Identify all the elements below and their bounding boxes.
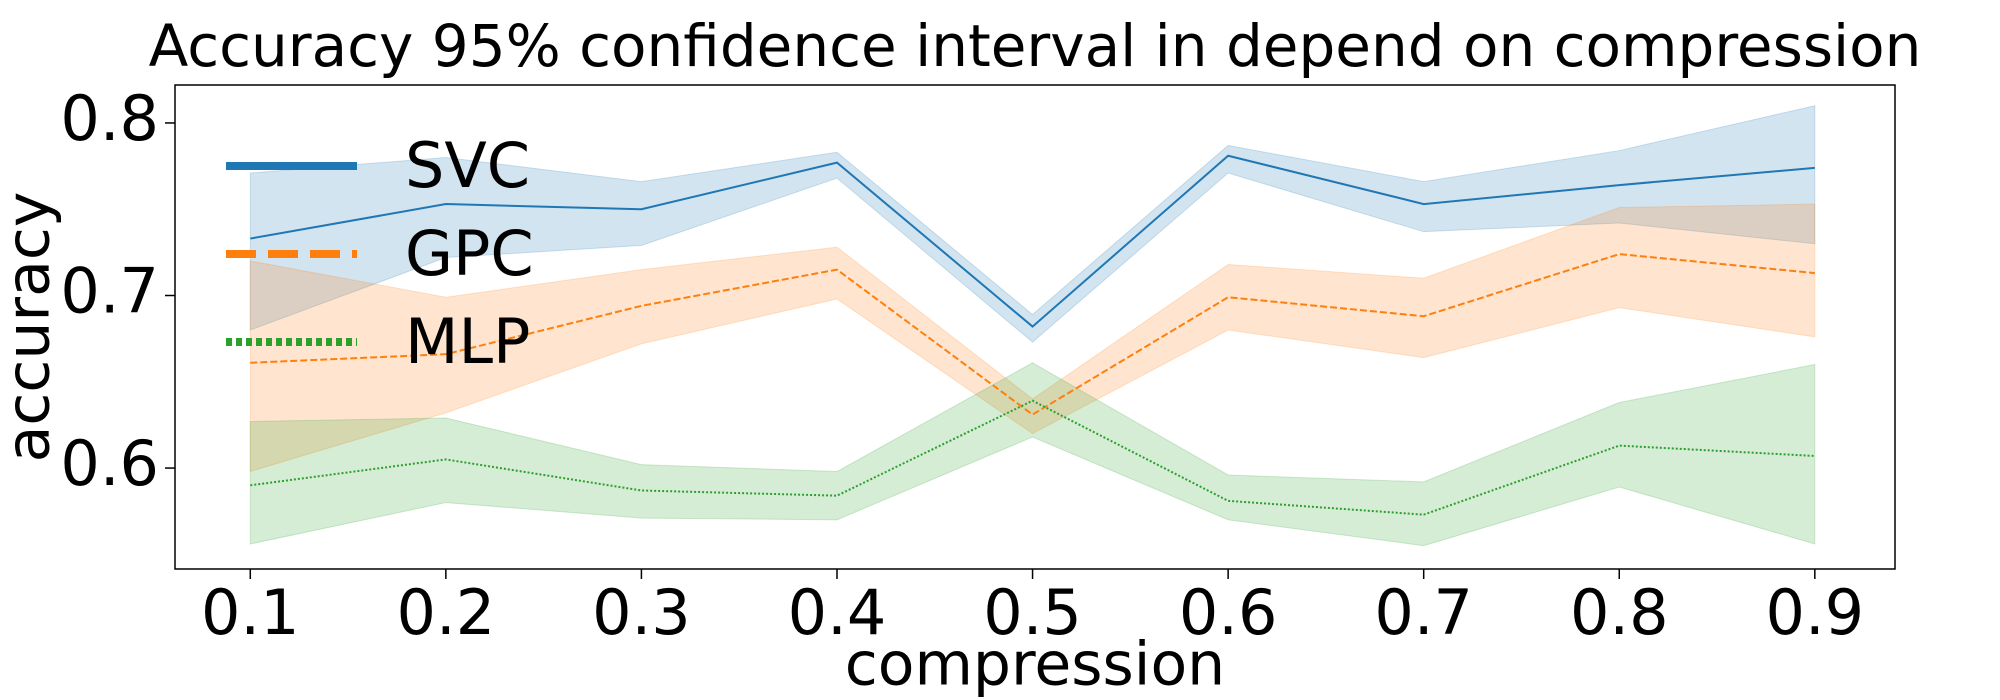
x-tick-label: 0.2 [397,576,496,649]
y-axis-label: accuracy [0,192,64,463]
chart-title: Accuracy 95% confidence interval in depe… [149,12,1922,80]
legend-label: MLP [405,305,530,378]
series-line [250,154,1815,328]
confidence-band [249,362,1816,547]
legend-label: GPC [405,217,534,290]
y-tick-label: 0.6 [60,427,159,500]
x-tick-label: 0.5 [983,576,1082,649]
confidence-band [249,203,1816,473]
x-tick-label: 0.9 [1766,576,1865,649]
x-tick-label: 0.7 [1374,576,1473,649]
legend-label: SVC [405,129,530,202]
y-tick-label: 0.7 [60,255,159,328]
x-tick-label: 0.6 [1179,576,1278,649]
series-line [250,399,1815,516]
x-axis-label: compression [845,630,1225,700]
plot-frame [174,84,1896,570]
x-tick-label: 0.4 [788,576,887,649]
x-tick-label: 0.3 [592,576,691,649]
series-line [250,253,1815,416]
x-tick-label: 0.1 [201,576,300,649]
x-tick-label: 0.8 [1570,576,1669,649]
confidence-band [249,105,1816,343]
y-tick-label: 0.8 [60,82,159,155]
